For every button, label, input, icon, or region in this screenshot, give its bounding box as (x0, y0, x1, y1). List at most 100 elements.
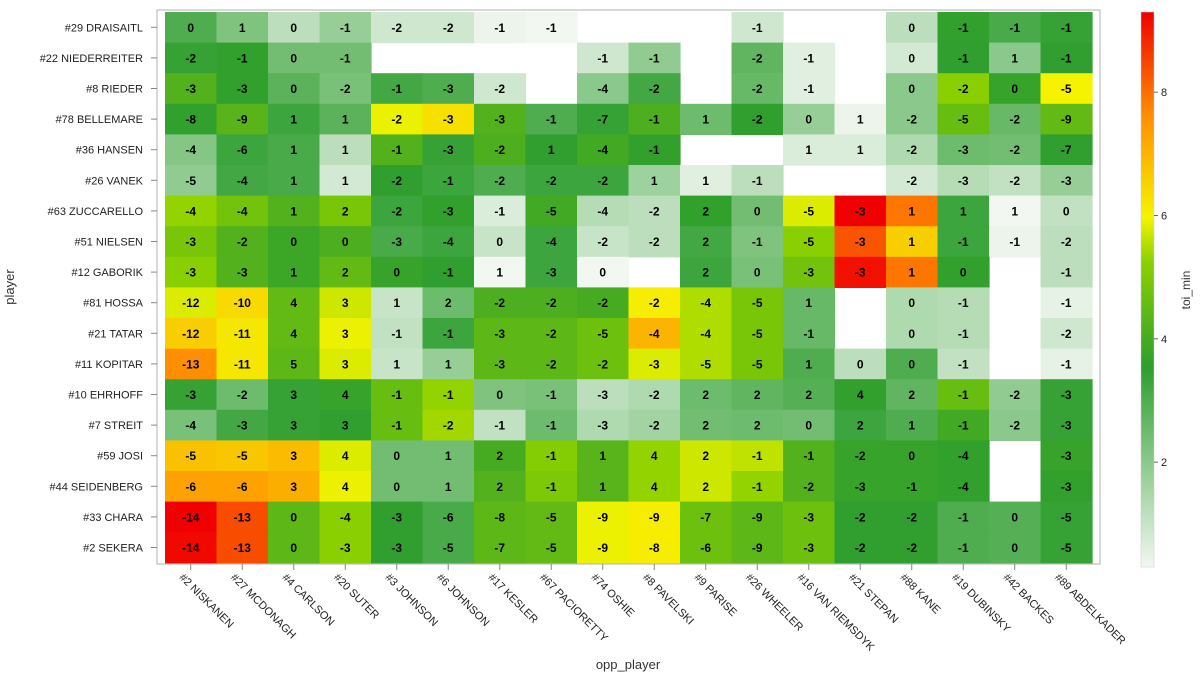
cell-label: -1 (752, 480, 763, 494)
heatmap-cell (783, 226, 836, 258)
heatmap-cell (371, 12, 424, 44)
heatmap-cell (834, 256, 887, 288)
cell-label: -1 (597, 51, 608, 65)
cell-label: -1 (443, 174, 454, 188)
cell-label: -13 (182, 357, 200, 371)
cell-label: 1 (908, 266, 915, 280)
heatmap-cell (216, 103, 269, 135)
cell-label: -1 (443, 388, 454, 402)
cell-label: -1 (1061, 266, 1072, 280)
heatmap-cell (680, 501, 733, 533)
cell-label: 2 (702, 266, 709, 280)
cell-label: -1 (958, 388, 969, 402)
y-tick-label: #33 CHARA (83, 512, 144, 524)
cell-label: -1 (1061, 357, 1072, 371)
cell-label: -4 (597, 82, 608, 96)
heatmap-cell (937, 348, 990, 380)
cell-label: 1 (1011, 51, 1018, 65)
legend-tick-label: 2 (1161, 457, 1167, 469)
cell-label: -5 (546, 510, 557, 524)
cell-label: -2 (391, 174, 402, 188)
cell-label: -1 (443, 327, 454, 341)
heatmap-cell (577, 103, 630, 135)
heatmap-cell (834, 440, 887, 472)
heatmap-cell (422, 226, 475, 258)
cell-label: 1 (239, 21, 246, 35)
cell-label: 2 (754, 388, 761, 402)
cell-label: -2 (649, 82, 660, 96)
heatmap-cell (216, 440, 269, 472)
cell-label: -2 (649, 419, 660, 433)
cell-label: -1 (391, 419, 402, 433)
cell-label: 1 (342, 174, 349, 188)
cell-label: -1 (546, 113, 557, 127)
heatmap-cell (1040, 12, 1093, 44)
cell-label: -2 (546, 327, 557, 341)
heatmap-cell (937, 318, 990, 350)
heatmap-cell (731, 348, 784, 380)
heatmap-cell (474, 348, 527, 380)
legend-tick-label: 8 (1161, 87, 1167, 99)
cell-label: -1 (649, 51, 660, 65)
cell-label: -1 (803, 449, 814, 463)
cell-label: 4 (651, 449, 658, 463)
cell-label: -2 (958, 82, 969, 96)
heatmap-cell (886, 134, 939, 166)
cell-label: -2 (855, 541, 866, 555)
y-tick-label: #81 HOSSA (83, 298, 144, 310)
cell-label: -1 (443, 266, 454, 280)
color-legend: 2 4 6 8 toi_min (1140, 11, 1193, 568)
heatmap-cell (165, 318, 218, 350)
heatmap-cell (1040, 440, 1093, 472)
heatmap-cell (1040, 226, 1093, 258)
heatmap-cell (989, 12, 1042, 44)
cell-label: -2 (546, 296, 557, 310)
heatmap-cell (937, 379, 990, 411)
cell-label: -4 (597, 143, 608, 157)
heatmap-cell (989, 134, 1042, 166)
heatmap-cell (525, 12, 578, 44)
heatmap-cell (422, 287, 475, 319)
cell-label: 1 (393, 296, 400, 310)
cell-label: 4 (651, 480, 658, 494)
plot-frame (156, 9, 1101, 565)
x-tick-label: #6 JOHNSON (434, 572, 491, 629)
heatmap-cell (216, 471, 269, 503)
heatmap-cell (937, 501, 990, 533)
heatmap-cell (577, 318, 630, 350)
heatmap-cell (886, 501, 939, 533)
cell-label: -9 (752, 510, 763, 524)
cell-label: -4 (700, 296, 711, 310)
cell-label: -3 (340, 541, 351, 555)
heatmap-cell (834, 532, 887, 564)
cell-label: -3 (443, 113, 454, 127)
heatmap-cell (319, 12, 372, 44)
cell-label: -5 (1061, 82, 1072, 96)
cell-label: -2 (494, 174, 505, 188)
cell-label: -2 (855, 510, 866, 524)
cell-label: -10 (234, 296, 252, 310)
heatmap-cell (937, 471, 990, 503)
cell-label: -4 (958, 449, 969, 463)
cell-label: -3 (803, 510, 814, 524)
heatmap-cell (165, 471, 218, 503)
heatmap-cell (731, 42, 784, 74)
cell-label: -2 (1009, 388, 1020, 402)
cell-label: -2 (1061, 235, 1072, 249)
cell-label: -2 (546, 174, 557, 188)
cell-label: 2 (702, 480, 709, 494)
cell-label: 0 (496, 388, 503, 402)
heatmap-cell (886, 256, 939, 288)
heatmap-cell (319, 409, 372, 441)
cell-label: -3 (185, 82, 196, 96)
cell-label: 2 (702, 419, 709, 433)
cell-label: -6 (237, 143, 248, 157)
y-tick-label: #11 KOPITAR (75, 359, 143, 371)
heatmap-cell (165, 501, 218, 533)
cell-label: -4 (340, 510, 351, 524)
heatmap-cell (268, 287, 321, 319)
cell-label: -7 (494, 541, 505, 555)
y-tick-label: #44 SEIDENBERG (49, 481, 143, 493)
heatmap-cell (577, 409, 630, 441)
cell-label: -3 (185, 388, 196, 402)
